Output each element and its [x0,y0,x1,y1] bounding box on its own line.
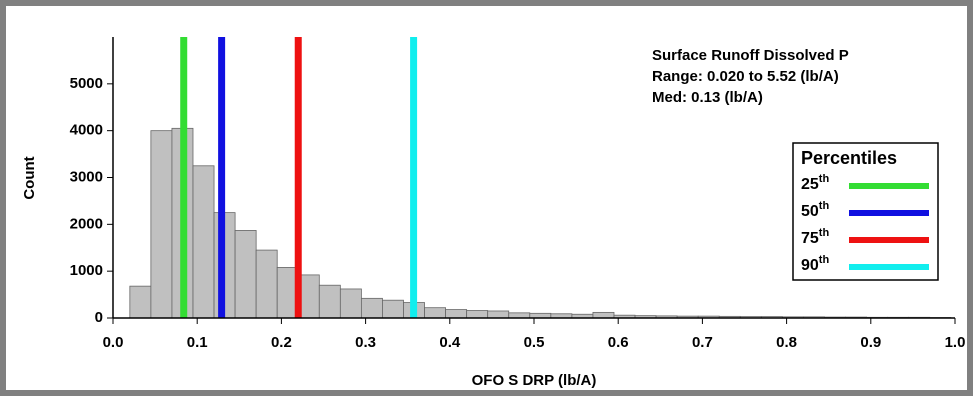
legend-label-number: 50 [801,203,819,220]
bar [592,311,615,319]
bar [150,130,173,319]
bar [382,299,404,319]
x-tick-label: 0.5 [524,334,545,351]
annotation: Surface Runoff Dissolved P [652,47,849,64]
legend-label: 50th [801,200,829,220]
x-tick-label: 1.0 [945,334,966,351]
legend-label: 75th [801,227,829,247]
legend-label-suffix: th [819,200,830,212]
y-axis-label: Count [21,156,38,199]
x-tick-label: 0.4 [439,334,461,351]
legend-label-suffix: th [819,227,830,239]
bar [360,297,383,319]
bar [318,284,341,319]
bar [508,312,531,319]
legend-label: 25th [801,173,829,193]
legend-label-number: 75 [801,230,819,247]
x-tick-label: 0.8 [776,334,797,351]
annotation: Med: 0.13 (lb/A) [652,89,763,106]
legend-label-number: 90 [801,257,819,274]
x-tick-label: 0.1 [187,334,208,351]
x-axis-label: OFO S DRP (lb/A) [472,372,597,389]
bar [487,310,510,319]
y-tick-label: 3000 [70,168,103,185]
bar [339,288,362,319]
y-tick-label: 5000 [70,75,103,92]
bar [445,309,468,319]
bar [424,307,446,319]
x-tick-label: 0.6 [608,334,629,351]
legend-label: 90th [801,254,829,274]
y-tick-label: 4000 [70,122,103,139]
y-tick-label: 2000 [70,215,103,232]
legend-label-suffix: th [819,254,830,266]
x-tick-label: 0.7 [692,334,713,351]
x-tick-label: 0.2 [271,334,292,351]
bar [234,230,257,319]
bar [129,285,152,319]
legend-title: Percentiles [801,148,897,168]
x-tick-label: 0.3 [355,334,376,351]
annotation: Range: 0.020 to 5.52 (lb/A) [652,68,839,85]
bar [466,310,489,319]
legend-label-suffix: th [819,173,830,185]
y-tick-label: 0 [95,309,103,326]
legend-label-number: 25 [801,176,819,193]
y-tick-label: 1000 [70,262,103,279]
bar [192,165,215,319]
x-tick-label: 0.9 [860,334,881,351]
bar [255,249,278,319]
x-tick-label: 0.0 [103,334,124,351]
